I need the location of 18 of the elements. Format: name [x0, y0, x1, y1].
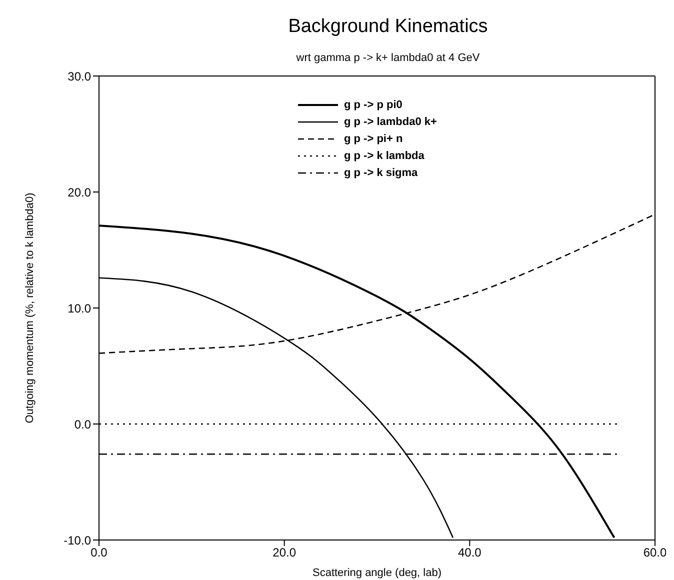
x-tick-label: 60.0: [643, 546, 667, 560]
legend-label: g p -> lambda0 k+: [344, 116, 437, 128]
legend-label: g p -> k sigma: [344, 166, 418, 178]
legend-label: g p -> p pi0: [344, 98, 402, 110]
y-tick-label: 0.0: [74, 417, 92, 432]
x-tick-label: 40.0: [458, 546, 482, 560]
y-axis-title: Outgoing momentum (%, relative to k lambda0): [24, 192, 36, 424]
x-tick-label: 20.0: [272, 546, 296, 560]
legend-label: g p -> k lambda: [344, 150, 424, 162]
chart-subtitle: wrt gamma p -> k+ lambda0 at 4 GeV: [295, 52, 481, 64]
y-tick-label: 30.0: [68, 69, 92, 84]
chart-title: Background Kinematics: [287, 16, 489, 38]
y-tick-label: 10.0: [68, 301, 92, 316]
legend-label: g p -> pi+ n: [344, 132, 403, 144]
y-tick-label: -10.0: [64, 533, 92, 548]
x-tick-label: 0.0: [90, 546, 108, 560]
x-axis-title: Scattering angle (deg, lab): [312, 567, 442, 579]
y-tick-label: 20.0: [68, 185, 92, 200]
